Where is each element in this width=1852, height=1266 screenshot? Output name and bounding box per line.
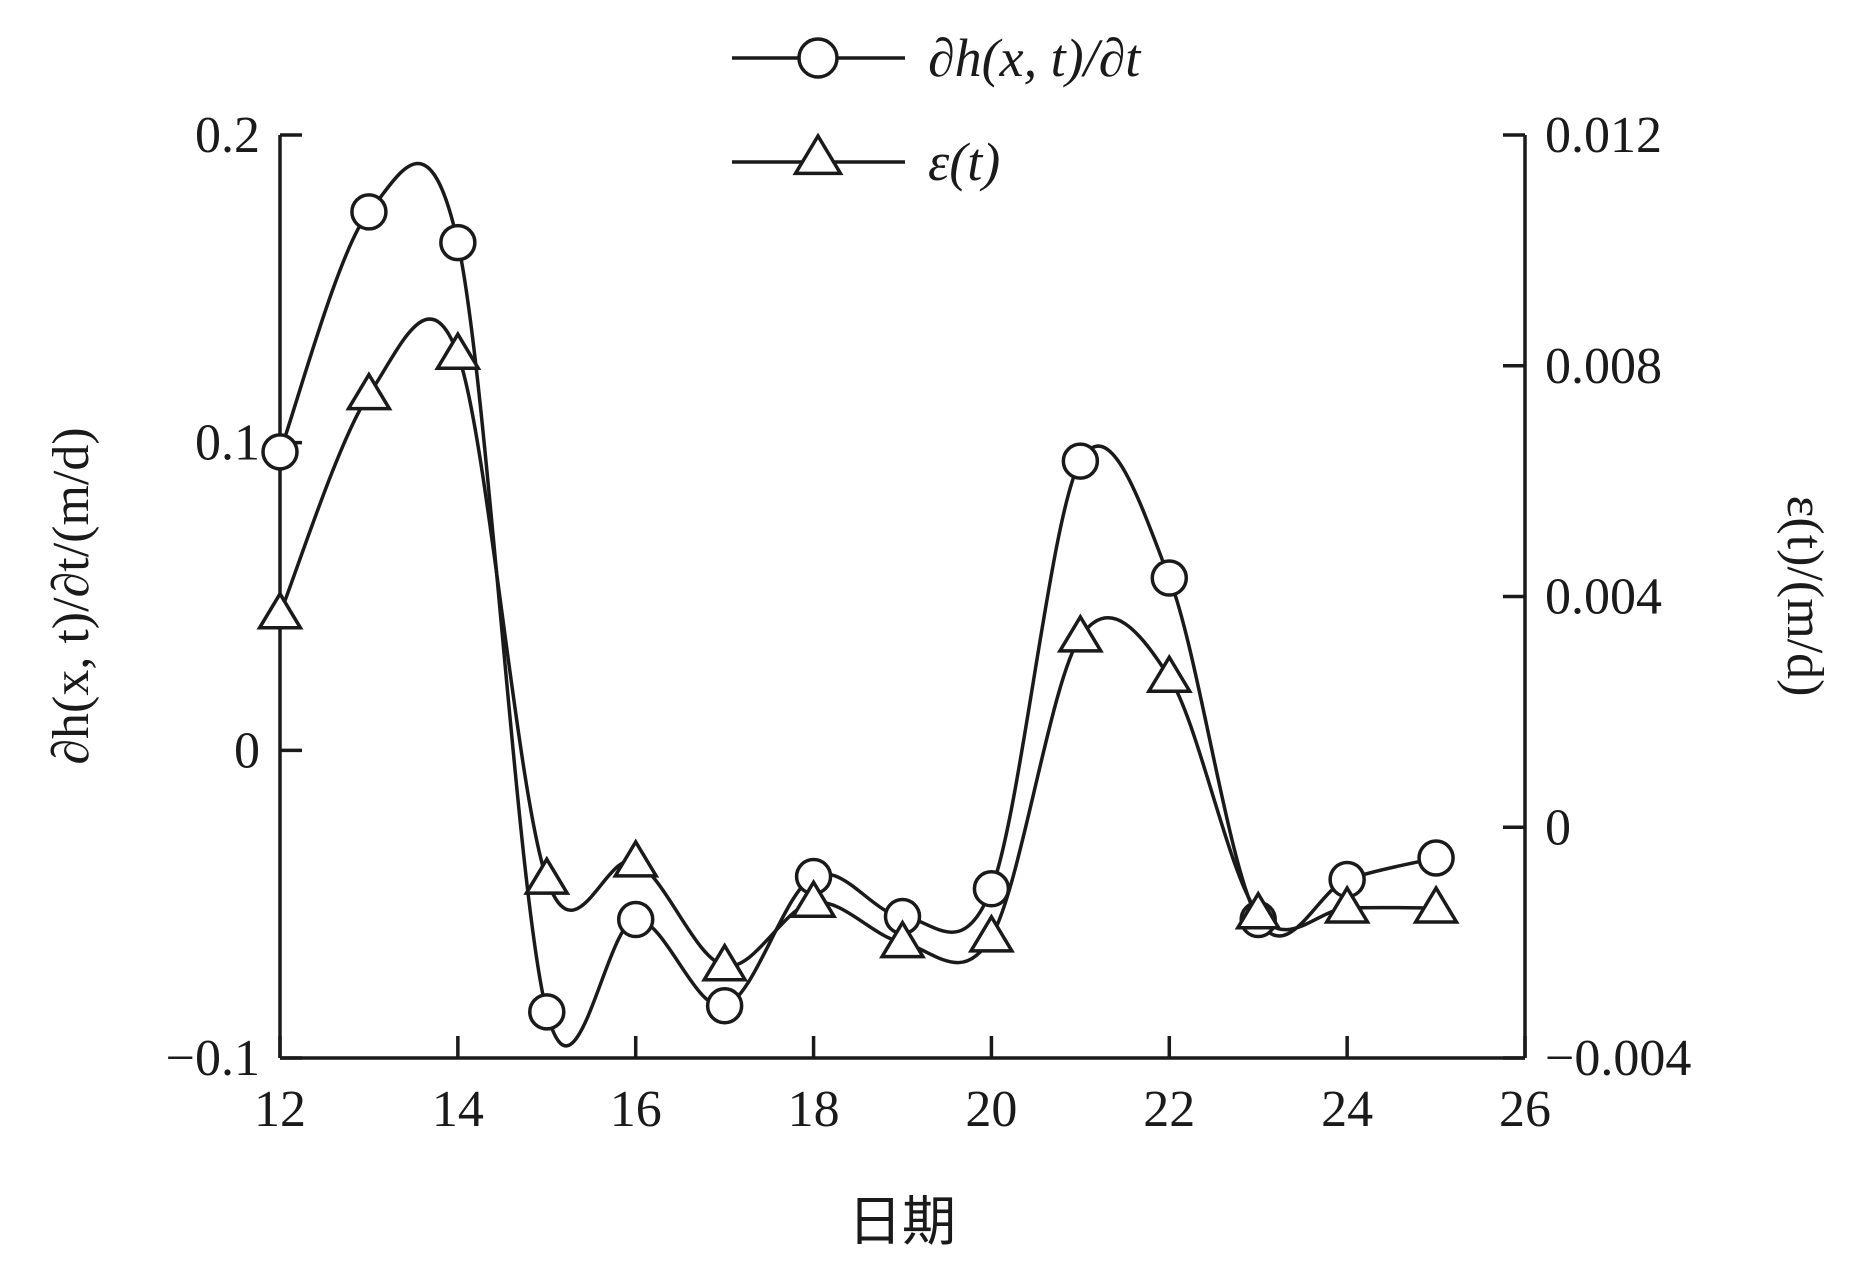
data-point-circle [439,223,477,262]
data-point-circle [528,993,566,1031]
left-y-tick-label: 0.1 [195,415,260,472]
data-point-triangle [1412,884,1460,924]
legend-marker-triangle [792,132,844,176]
series-layer [256,161,1460,1048]
left-y-tick-label: −0.1 [166,1030,260,1087]
data-point-circle [1150,559,1189,597]
data-point-circle [1417,839,1455,877]
right-y-axis-title: ε(t)/(m/d) [1776,496,1833,697]
x-tick-label: 16 [610,1081,662,1138]
data-point-circle [261,433,299,471]
x-tick-label: 22 [1143,1081,1195,1138]
x-tick-label: 24 [1321,1081,1373,1138]
right-y-tick-label: 0.008 [1545,338,1662,395]
x-tick-label: 20 [965,1081,1017,1138]
right-y-tick-label: 0.012 [1545,107,1662,164]
left-y-tick-label: 0 [234,722,260,779]
data-point-triangle [256,590,304,630]
series-line-1 [278,317,1437,968]
data-point-triangle [1234,890,1282,930]
data-point-triangle [1323,884,1371,924]
data-point-triangle [1056,613,1104,653]
right-y-tick-label: 0 [1545,799,1571,856]
right-y-tick-label: 0.004 [1545,569,1662,626]
data-point-triangle [790,878,838,918]
data-point-circle [350,193,388,231]
data-point-triangle [701,942,749,982]
data-point-circle [1061,442,1100,480]
data-point-triangle [879,919,926,959]
data-point-triangle [967,913,1015,953]
data-point-triangle [434,330,482,370]
x-tick-label: 14 [432,1081,484,1138]
right-y-tick-label: −0.004 [1545,1030,1691,1087]
data-point-circle [972,870,1011,908]
x-tick-label: 18 [788,1081,840,1138]
data-point-triangle [612,838,660,878]
data-point-triangle [523,855,571,895]
data-point-triangle [345,371,393,411]
x-tick-label: 12 [254,1081,306,1138]
x-tick-label: 26 [1499,1081,1551,1138]
legend-marker-circle [797,37,839,79]
data-point-triangle [1145,653,1193,694]
data-point-circle [616,900,655,939]
legend-label-series-0: ∂h(x, t)/∂t [928,28,1142,88]
left-y-axis-title: ∂h(x, t)/∂t/(m/d) [43,427,100,764]
ticks: 12 14 16 18 20 22 24 26 −0.1 0 0.1 0.2 −0.004 0 0.004 0… [166,107,1692,1138]
left-y-tick-label: 0.2 [195,107,260,164]
x-axis-title: 日期 [848,1190,956,1253]
legend: ∂h(x, t)/∂t ε(t) [732,28,1142,192]
data-point-circle [705,986,744,1025]
legend-label-series-1: ε(t) [928,132,1000,192]
